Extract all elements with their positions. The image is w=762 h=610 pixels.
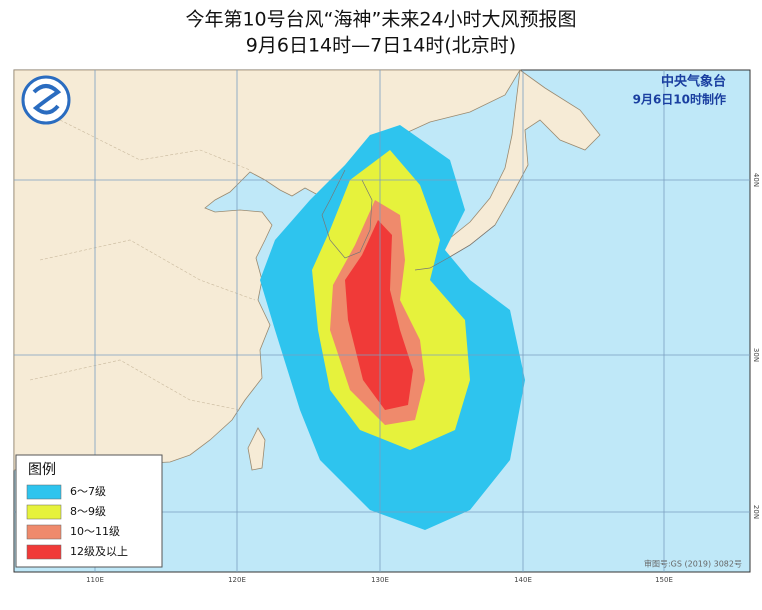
legend-swatch — [26, 504, 62, 520]
lat-label: 40N — [752, 173, 760, 187]
logo — [21, 75, 71, 125]
approval-number: 审图号:GS (2019) 3082号 — [644, 559, 742, 569]
legend: 图例 6～7级 8～9级 10～11级 12级及以上 — [15, 454, 163, 568]
coastline — [321, 169, 496, 271]
graticule — [14, 70, 750, 572]
legend-title: 图例 — [28, 462, 56, 478]
legend-label: 6～7级 — [70, 485, 106, 498]
legend-swatch — [26, 544, 62, 560]
lon-label: 120E — [228, 576, 246, 584]
zone-12-plus — [345, 220, 413, 410]
lat-label: 20N — [752, 505, 760, 519]
legend-label: 12级及以上 — [70, 545, 128, 558]
legend-swatch — [26, 524, 62, 540]
lon-label: 150E — [655, 576, 673, 584]
lon-label: 130E — [371, 576, 389, 584]
legend-label: 8～9级 — [70, 505, 106, 518]
wind-zones — [260, 125, 525, 530]
subtitle: 9月6日14时—7日14时(北京时) — [246, 35, 516, 57]
legend-label: 10～11级 — [70, 525, 120, 538]
lat-label: 30N — [752, 348, 760, 362]
lon-label: 110E — [86, 576, 104, 584]
legend-swatch — [26, 484, 62, 500]
lon-label: 140E — [514, 576, 532, 584]
agency-name: 中央气象台 — [661, 74, 726, 90]
title: 今年第10号台风“海神”未来24小时大风预报图 — [185, 9, 576, 31]
agency-time: 9月6日10时制作 — [633, 92, 726, 107]
